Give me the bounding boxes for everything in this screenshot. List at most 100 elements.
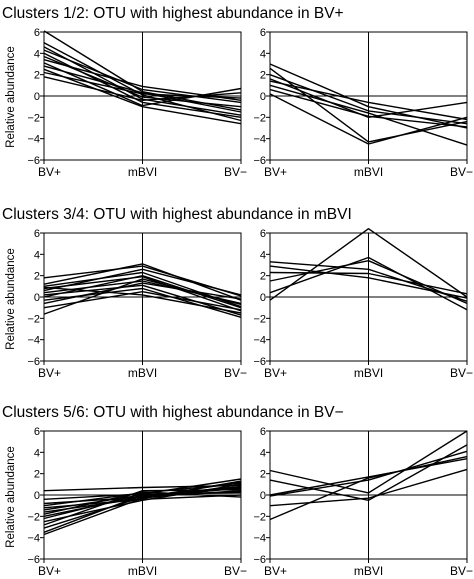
series-line	[43, 49, 242, 104]
series-line	[269, 468, 468, 507]
y-tick-label: 6	[34, 426, 40, 438]
series-line	[43, 268, 242, 296]
x-tick-label: mBVI	[354, 165, 383, 179]
y-tick-label: 4	[260, 48, 266, 60]
y-tick-label: 2	[34, 469, 40, 481]
y-tick-label: −6	[27, 356, 40, 368]
series-line	[269, 260, 468, 305]
y-axis-label-3: Relative abundance	[5, 446, 17, 548]
series-line	[43, 491, 242, 533]
x-tick-label: BV+	[38, 564, 61, 578]
x-tick-label: mBVI	[128, 564, 157, 578]
y-tick-label: 0	[260, 292, 266, 304]
series-line	[269, 271, 468, 295]
y-tick-label: 0	[34, 490, 40, 502]
x-tick-label: BV−	[450, 366, 473, 380]
chart-title-2: Clusters 3/4: OTU with highest abundance…	[2, 206, 352, 223]
series-line	[269, 455, 468, 521]
y-tick-label: −2	[253, 112, 266, 124]
plot-cluster-6: 6 4 2 0 −2 −4 −6BV+ mBVI BV−	[253, 426, 473, 578]
chart-title-3: Clusters 5/6: OTU with highest abundance…	[2, 404, 344, 421]
y-tick-label: 0	[260, 490, 266, 502]
y-tick-label: −6	[253, 155, 266, 167]
series-line	[43, 65, 242, 113]
series-line	[43, 76, 242, 102]
y-tick-label: 2	[260, 70, 266, 82]
y-tick-label: −2	[27, 112, 40, 124]
x-tick-label: BV+	[38, 366, 61, 380]
series-line	[269, 88, 468, 128]
y-tick-label: −2	[253, 511, 266, 523]
series-line	[43, 276, 242, 312]
y-tick-label: 4	[34, 48, 40, 60]
plot-cluster-5: 6 4 2 0 −2 −4 −6BV+ mBVI BV−	[27, 426, 247, 578]
series-line	[269, 430, 468, 494]
x-tick-label: mBVI	[354, 366, 383, 380]
series-line	[269, 84, 468, 146]
y-tick-label: 4	[260, 249, 266, 261]
series-line	[269, 78, 468, 119]
series-line	[269, 74, 468, 125]
y-tick-label: 6	[260, 228, 266, 240]
x-tick-label: BV−	[450, 564, 473, 578]
x-tick-label: mBVI	[128, 366, 157, 380]
y-tick-label: −4	[253, 335, 266, 347]
y-tick-label: 4	[34, 447, 40, 459]
y-tick-label: 4	[34, 249, 40, 261]
x-tick-label: BV+	[264, 165, 287, 179]
series-line	[43, 71, 242, 99]
series-line	[43, 263, 242, 301]
y-tick-label: −6	[253, 554, 266, 566]
y-tick-label: 0	[34, 292, 40, 304]
y-tick-label: −2	[27, 313, 40, 325]
y-tick-label: 6	[34, 228, 40, 240]
y-tick-label: 4	[260, 447, 266, 459]
plot-cluster-2: 6 4 2 0 −2 −4 −6BV+ mBVI BV−	[253, 27, 473, 179]
y-tick-label: −4	[27, 134, 40, 146]
series-line	[269, 80, 468, 121]
plot-cluster-1: 6 4 2 0 −2 −4 −6BV+ mBVI BV−	[27, 27, 247, 179]
series-line	[269, 450, 468, 497]
y-tick-label: 6	[260, 27, 266, 39]
chart-title-1: Clusters 1/2: OTU with highest abundance…	[2, 5, 344, 22]
y-axis-label-1: Relative abundance	[5, 46, 17, 148]
series-line	[269, 67, 468, 143]
y-tick-label: 0	[260, 91, 266, 103]
y-tick-label: 2	[34, 271, 40, 283]
y-tick-label: 0	[34, 91, 40, 103]
series-line	[43, 68, 242, 125]
y-tick-label: −4	[253, 533, 266, 545]
y-tick-label: −6	[27, 155, 40, 167]
y-tick-label: 6	[34, 27, 40, 39]
y-tick-label: −6	[27, 554, 40, 566]
series-line	[269, 227, 468, 301]
x-tick-label: BV−	[224, 564, 247, 578]
plot-cluster-4: 6 4 2 0 −2 −4 −6BV+ mBVI BV−	[253, 227, 473, 380]
x-tick-label: BV+	[264, 366, 287, 380]
y-axis-label-2: Relative abundance	[5, 248, 17, 350]
series-line	[43, 489, 242, 526]
series-line	[269, 458, 468, 496]
series-line	[43, 55, 242, 108]
x-tick-label: mBVI	[128, 165, 157, 179]
y-tick-label: −6	[253, 356, 266, 368]
y-tick-label: −4	[27, 533, 40, 545]
series-line	[43, 286, 242, 314]
series-line	[269, 261, 468, 302]
x-tick-label: BV−	[224, 165, 247, 179]
x-tick-label: BV−	[224, 366, 247, 380]
series-line	[43, 481, 242, 529]
y-tick-label: −4	[253, 134, 266, 146]
y-tick-label: 2	[34, 70, 40, 82]
plot-cluster-3: 6 4 2 0 −2 −4 −6BV+ mBVI BV−	[27, 228, 247, 380]
series-line	[43, 284, 242, 316]
y-tick-label: 2	[260, 469, 266, 481]
series-line	[269, 93, 468, 145]
y-tick-label: −2	[27, 511, 40, 523]
y-tick-label: −4	[27, 335, 40, 347]
series-line	[43, 486, 242, 536]
series-line	[43, 46, 242, 116]
x-tick-label: BV−	[450, 165, 473, 179]
y-tick-label: 6	[260, 426, 266, 438]
